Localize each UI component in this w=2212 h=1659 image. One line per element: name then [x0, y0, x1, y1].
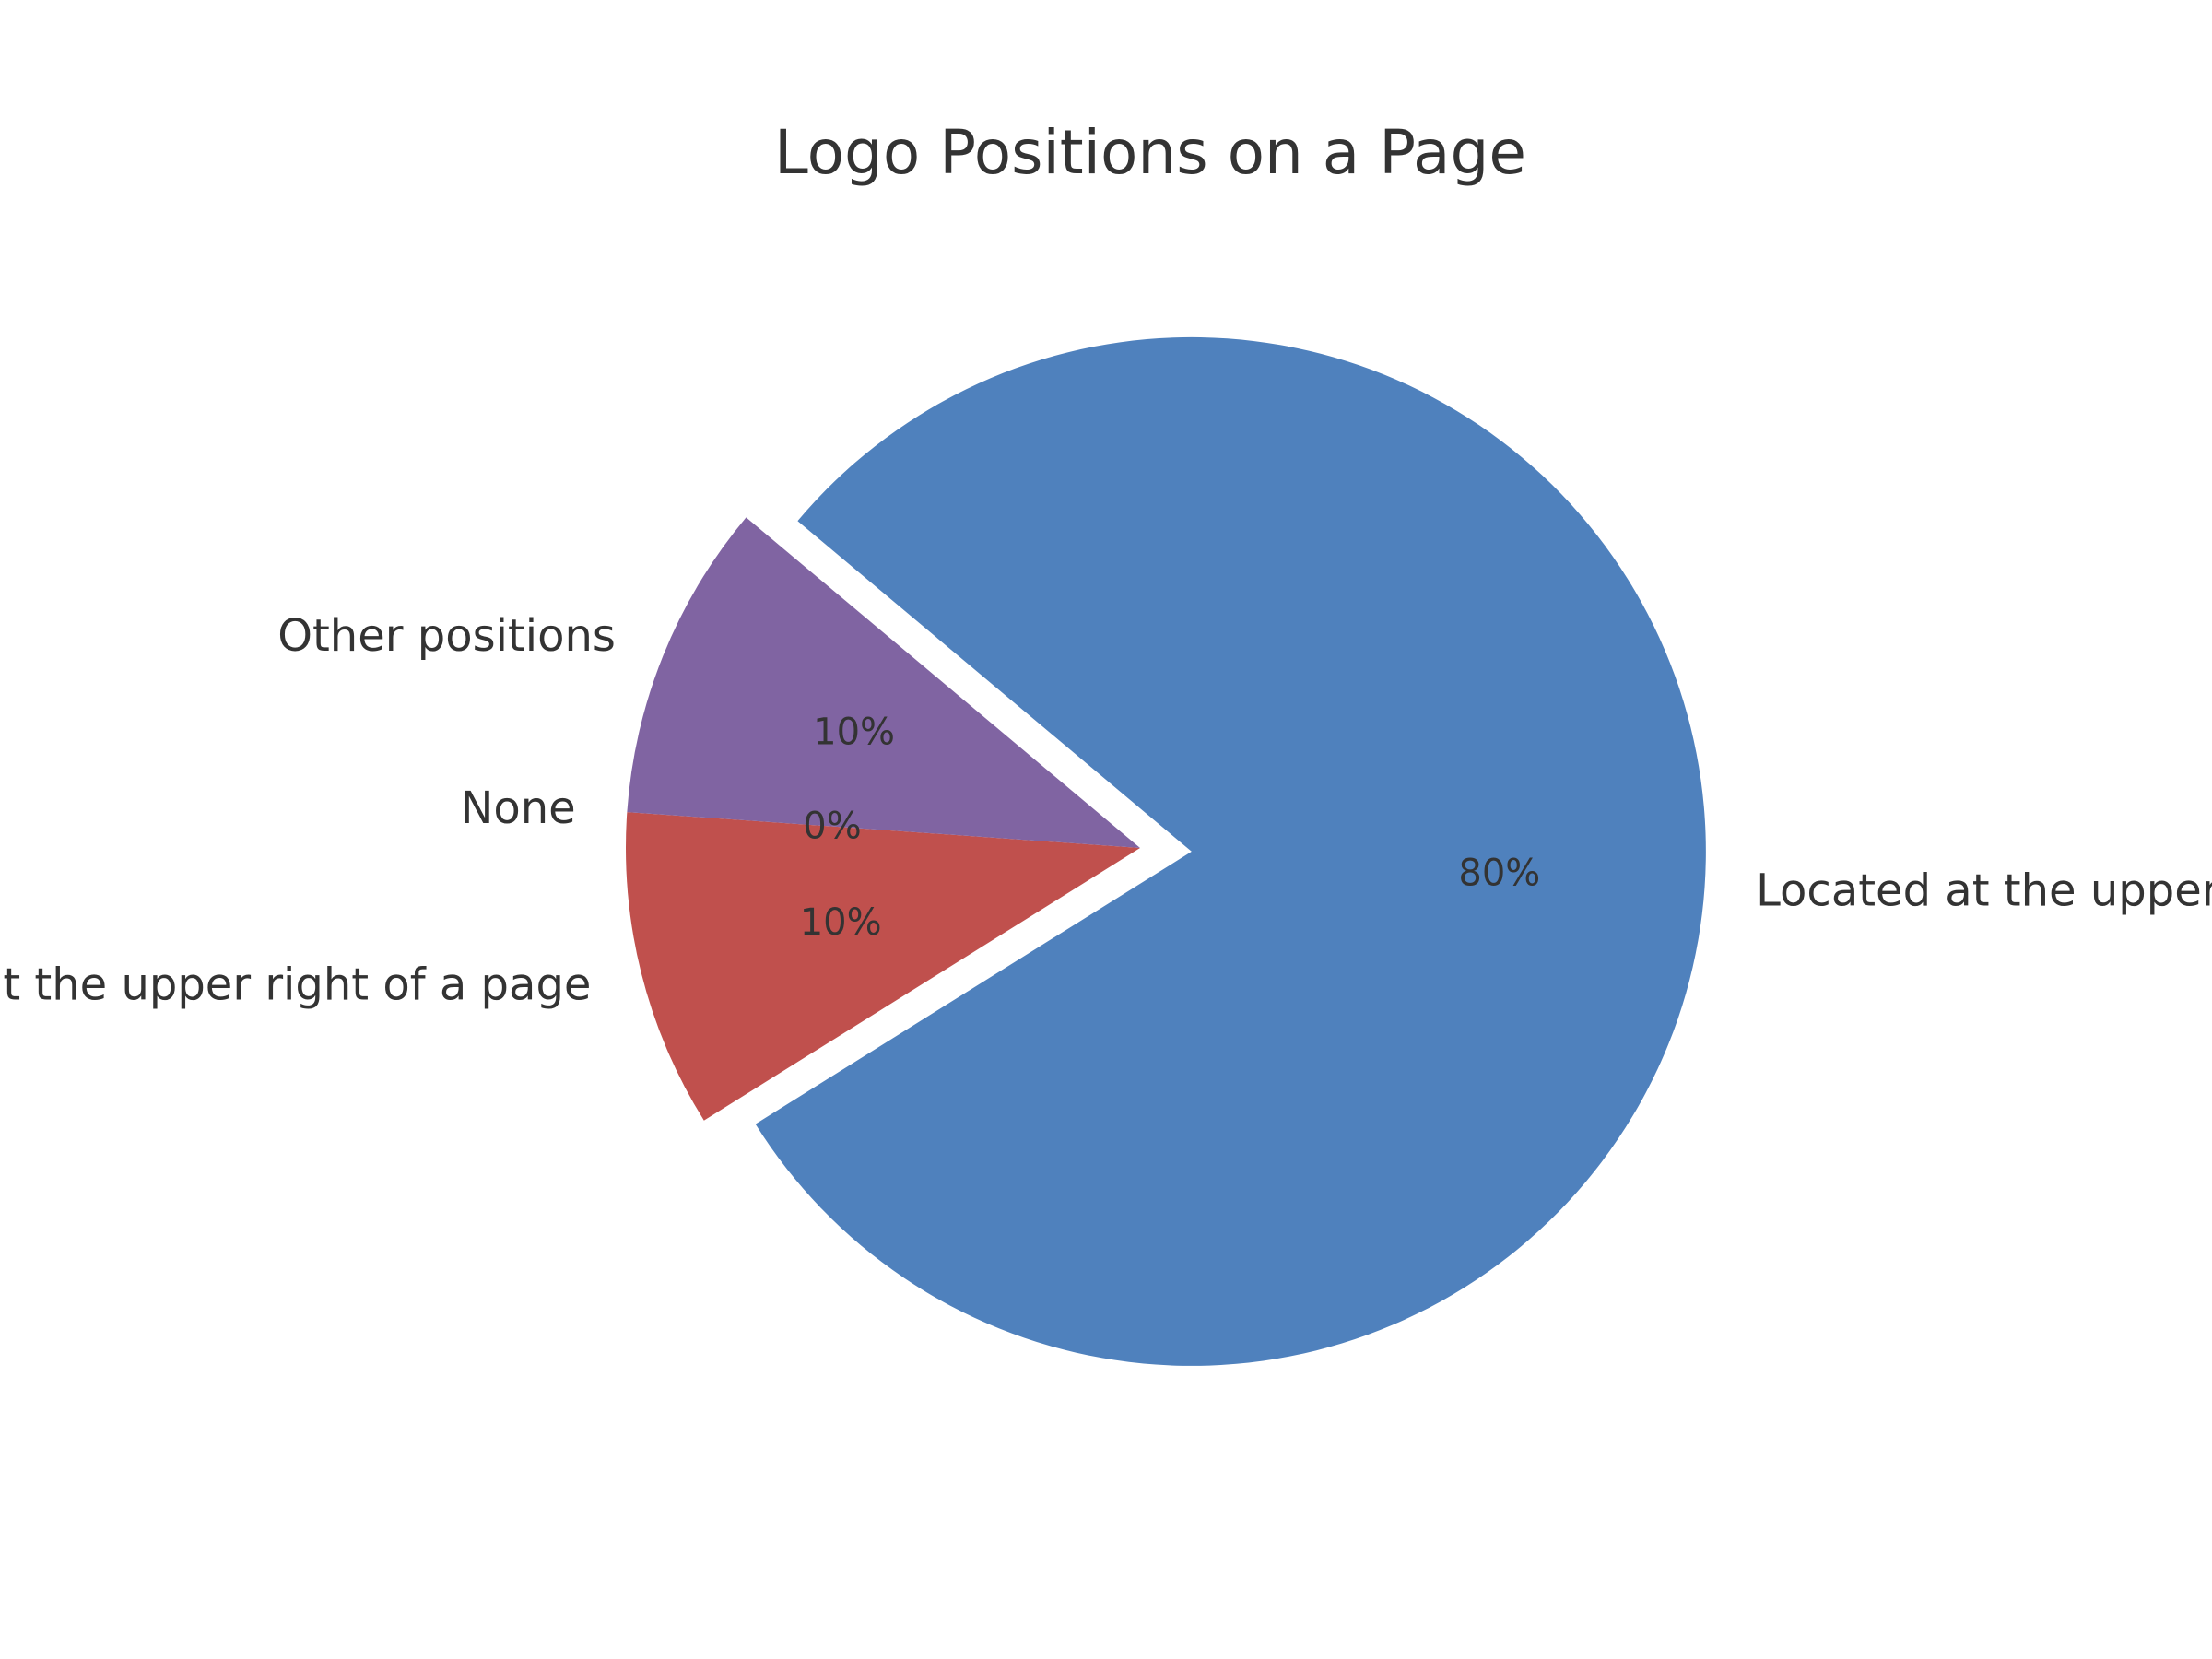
pct-label-located-at-the-upper-right-of-a-page: 10%	[800, 901, 882, 944]
pie-slice-located-at-the-upper-left-of-a-page	[755, 336, 1706, 1366]
slice-label-located-at-the-upper-right-of-a-page: Located at the upper right of a page	[0, 959, 591, 1010]
pct-label-located-at-the-upper-left-of-a-page: 80%	[1458, 852, 1540, 894]
slice-label-other-positions: Other positions	[277, 610, 616, 662]
percentage-labels: 80% 10% 0% 10%	[800, 712, 1541, 944]
slice-label-located-at-the-upper-left-of-a-page: Located at the upper left of a page	[1756, 865, 2212, 917]
chart-title: Logo Positions on a Page	[774, 117, 1526, 188]
pie-slice-located-at-the-upper-right-of-a-page	[625, 812, 1140, 1121]
pie-slices	[625, 336, 1706, 1366]
pct-label-none: 0%	[803, 806, 861, 848]
pie-slice-other-positions	[627, 517, 1140, 848]
slice-labels: Located at the upper left of a page Locat…	[0, 610, 2212, 1010]
slice-label-none: None	[460, 782, 575, 834]
pct-label-other-positions: 10%	[813, 712, 895, 754]
